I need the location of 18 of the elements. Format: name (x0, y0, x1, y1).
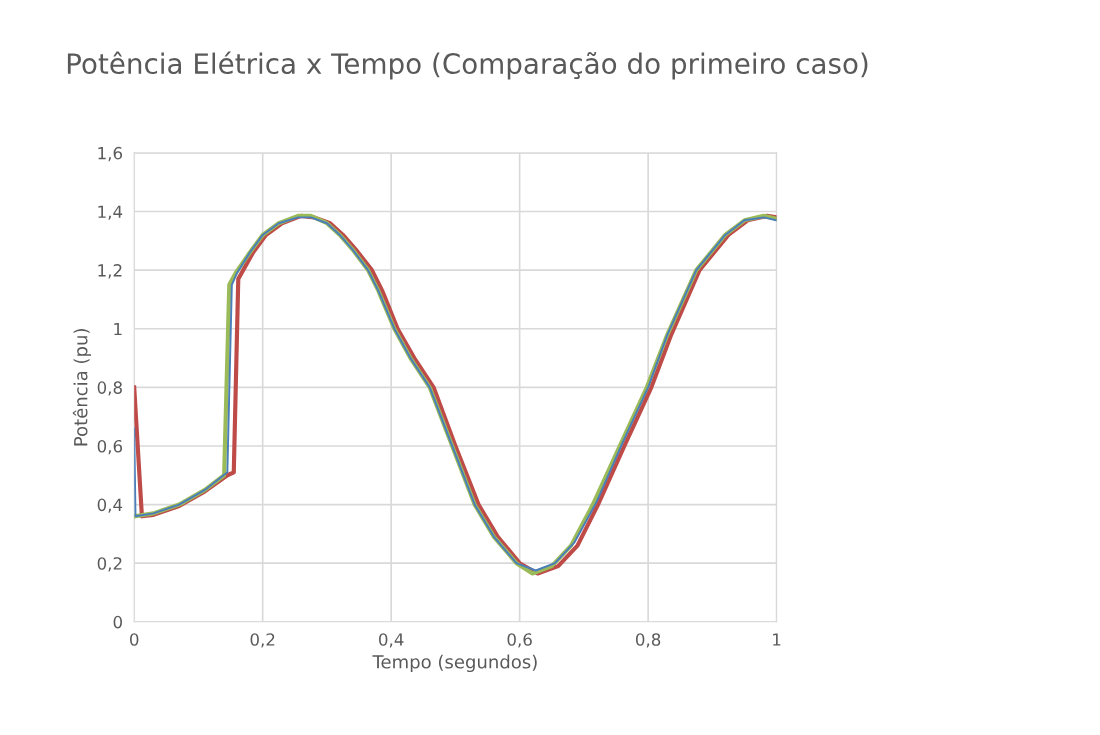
x-tick-label: 0,4 (379, 633, 404, 648)
x-tick-label: 1 (773, 633, 781, 646)
x-tick-label: 0,8 (635, 633, 661, 648)
chart-title: Potência Elétrica x Tempo (Comparação do primeiro caso) (67, 51, 868, 80)
y-axis-title: Potência (pu) (72, 329, 92, 446)
y-tick-label: 0,8 (97, 381, 122, 396)
x-tick-label: 0 (130, 633, 139, 646)
x-tick-label: 0,6 (507, 633, 532, 648)
y-tick-label: 0,6 (97, 439, 123, 455)
y-tick-label: 1,4 (98, 205, 123, 220)
y-tick-label: 0,2 (97, 557, 122, 572)
y-tick-label: 1 (114, 322, 122, 336)
x-tick-label: 0,2 (250, 633, 275, 648)
y-tick-label: 0 (113, 615, 122, 629)
y-tick-label: 0,4 (97, 498, 123, 513)
y-tick-label: 1,6 (98, 146, 123, 162)
y-tick-label: 1,2 (98, 264, 122, 279)
x-axis-title: Tempo (segundos) (372, 654, 537, 673)
